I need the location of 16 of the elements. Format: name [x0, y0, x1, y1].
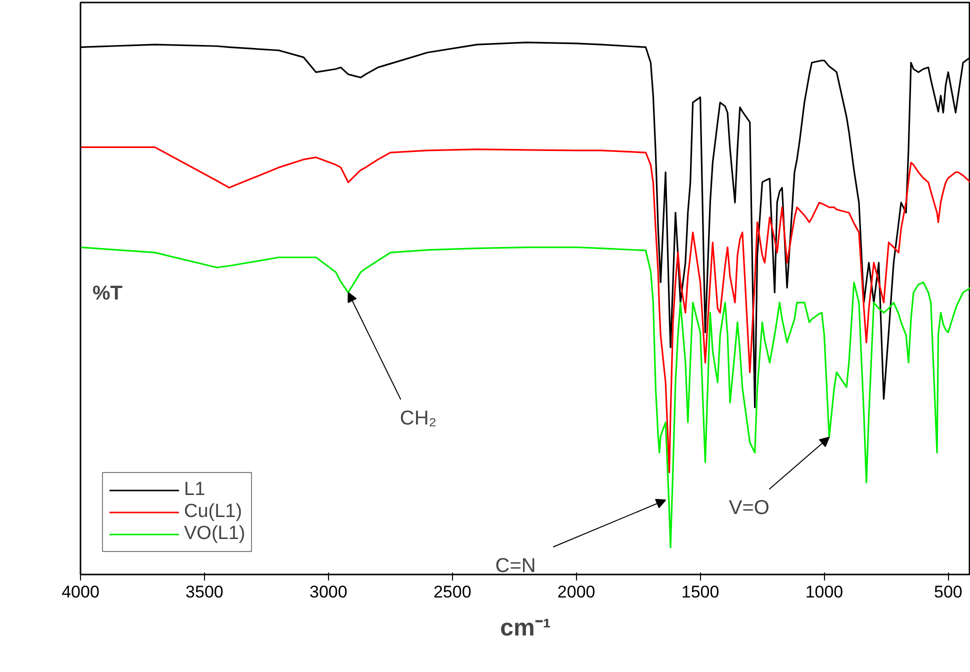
legend-label: Cu(L1) — [184, 501, 242, 523]
legend-label: VO(L1) — [184, 523, 246, 545]
x-tick-label: 1000 — [805, 582, 844, 602]
x-tick-label: 2000 — [557, 582, 596, 602]
annotation: V=O — [728, 497, 770, 520]
y-axis-title: %T — [92, 282, 122, 304]
x-tick-label: 3000 — [310, 582, 348, 602]
x-tick-label: 500 — [934, 582, 962, 602]
x-tick-label: 1500 — [681, 582, 720, 602]
x-axis-title: cm⁻¹ — [500, 614, 551, 642]
annotation: CH₂ — [400, 407, 437, 430]
x-tick-label: 4000 — [62, 582, 100, 602]
legend-label: L1 — [184, 479, 206, 501]
x-tick-label: 2500 — [433, 582, 472, 602]
x-tick-label: 3500 — [186, 582, 224, 602]
annotation: C=N — [495, 555, 536, 578]
